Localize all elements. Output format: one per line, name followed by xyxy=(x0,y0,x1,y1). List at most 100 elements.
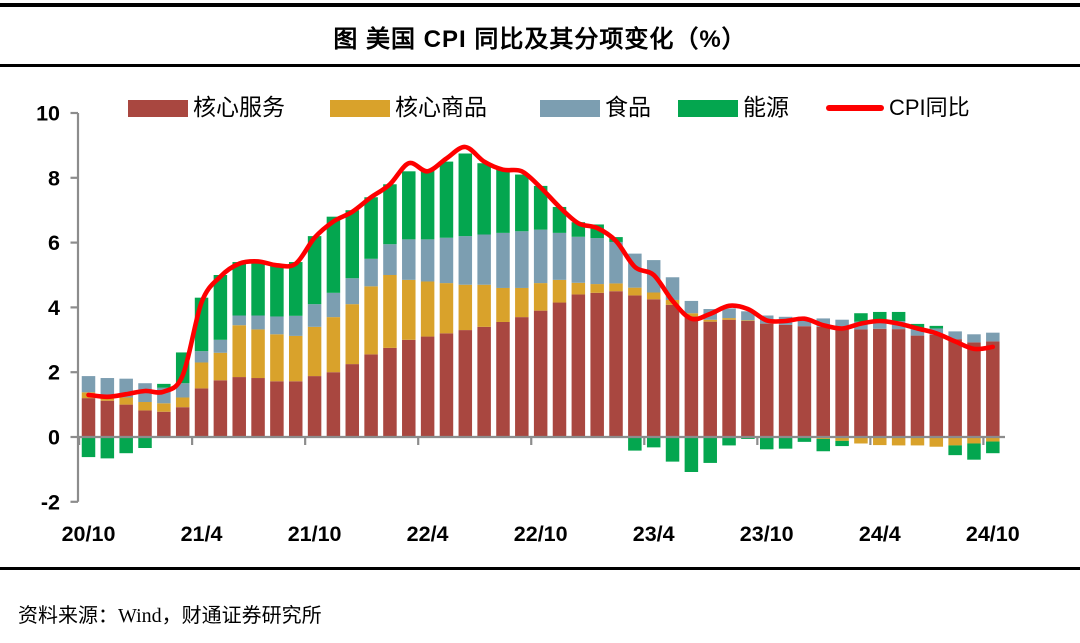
bar-segment xyxy=(496,287,510,322)
svg-text:-2: -2 xyxy=(41,490,60,514)
bar-segment xyxy=(138,437,152,449)
bar-segment xyxy=(288,262,303,316)
legend-item-energy: 能源 xyxy=(678,94,789,122)
svg-text:21/10: 21/10 xyxy=(288,522,342,546)
bar-segment xyxy=(157,411,171,437)
bar-segment xyxy=(251,378,265,437)
bar-segment xyxy=(759,437,774,450)
bar-segment xyxy=(288,315,303,336)
bar-segment xyxy=(552,232,567,280)
bar-segment xyxy=(458,284,473,331)
bar-segment xyxy=(533,283,548,311)
footer-rule xyxy=(0,567,1080,570)
bar-segment xyxy=(383,184,397,245)
bar-segment xyxy=(345,364,360,437)
svg-text:23/10: 23/10 xyxy=(740,522,794,546)
chart-title: 图 美国 CPI 同比及其分项变化（%） xyxy=(333,26,747,53)
bar-segment xyxy=(571,236,586,283)
bar-segment xyxy=(439,161,454,238)
bar-segment xyxy=(270,265,284,317)
svg-text:2: 2 xyxy=(48,361,60,385)
bar-segment xyxy=(288,335,303,382)
bar-segment xyxy=(816,438,831,452)
svg-text:4: 4 xyxy=(48,296,60,320)
bar-segment xyxy=(533,229,548,284)
bar-segment xyxy=(307,326,322,377)
bar-segment xyxy=(270,381,284,437)
bar-segment xyxy=(100,378,115,395)
bar-segment xyxy=(81,398,96,437)
bars xyxy=(81,153,1000,472)
bar-segment xyxy=(628,437,642,451)
bar-segment xyxy=(81,376,96,393)
bar-segment xyxy=(910,437,925,446)
bar-segment xyxy=(251,261,265,316)
bar-segment xyxy=(439,237,454,284)
bar-segment xyxy=(477,163,491,235)
title-rule xyxy=(0,64,1080,67)
svg-text:0: 0 xyxy=(48,426,60,450)
bar-segment xyxy=(722,437,736,446)
bar-segment xyxy=(383,347,397,437)
bar-segment xyxy=(986,341,1000,437)
bar-segment xyxy=(986,437,1000,442)
bar-segment xyxy=(458,330,473,437)
legend-label-food: 食品 xyxy=(605,95,651,120)
bar-segment xyxy=(703,321,717,437)
legend-label-energy: 能源 xyxy=(743,95,789,120)
bar-segment xyxy=(873,311,887,321)
bar-segment xyxy=(157,403,171,412)
bar-segment xyxy=(646,292,661,300)
bar-segment xyxy=(590,292,604,437)
svg-text:8: 8 xyxy=(48,166,60,190)
bar-segment xyxy=(270,334,284,382)
bar-segment xyxy=(515,231,529,288)
bar-segment xyxy=(533,185,548,230)
bar-segment xyxy=(722,308,736,319)
bar-segment xyxy=(778,437,793,449)
legend-item-core-goods: 核心商品 xyxy=(330,94,487,122)
bar-segment xyxy=(571,282,586,295)
food-swatch-icon xyxy=(540,99,600,117)
bar-segment xyxy=(684,300,699,314)
y-axis: -2 0 2 4 6 8 10 xyxy=(36,102,80,514)
bar-segment xyxy=(100,437,115,459)
bar-segment xyxy=(345,304,360,365)
bar-segment xyxy=(967,342,981,437)
bar-segment xyxy=(402,171,416,240)
x-axis: 20/10 21/4 21/10 22/4 22/10 23/4 23/10 24/4 24/1… xyxy=(62,435,1020,546)
legend-item-cpi-line: CPI同比 xyxy=(826,94,970,122)
bar-segment xyxy=(402,339,416,437)
svg-text:22/4: 22/4 xyxy=(407,522,449,546)
bar-segment xyxy=(929,334,944,437)
bar-segment xyxy=(232,377,246,437)
svg-text:20/10: 20/10 xyxy=(62,522,116,546)
svg-text:10: 10 xyxy=(36,102,60,126)
bar-segment xyxy=(722,318,736,320)
bar-segment xyxy=(345,210,360,279)
bar-segment xyxy=(251,329,265,379)
bar-segment xyxy=(854,329,868,437)
bar-segment xyxy=(948,331,962,340)
legend-item-core-services: 核心服务 xyxy=(128,94,285,122)
bar-segment xyxy=(138,410,152,437)
bar-segment xyxy=(251,315,265,330)
bar-segment xyxy=(232,325,246,378)
bar-segment xyxy=(967,334,981,343)
bar-segment xyxy=(119,437,133,454)
bar-segment xyxy=(609,291,623,437)
bar-segment xyxy=(402,239,416,280)
bar-segment xyxy=(326,216,341,293)
bar-segment xyxy=(364,354,378,437)
bar-segment xyxy=(665,437,680,462)
bar-segment xyxy=(910,335,925,437)
bar-segment xyxy=(515,317,529,437)
bar-segment xyxy=(646,437,661,448)
bar-segment xyxy=(891,329,906,437)
cpi-line-swatch-icon xyxy=(826,105,884,111)
bar-segment xyxy=(345,278,360,305)
bar-segment xyxy=(232,262,246,316)
legend-label-core-goods: 核心商品 xyxy=(395,95,487,120)
bar-segment xyxy=(326,292,341,318)
